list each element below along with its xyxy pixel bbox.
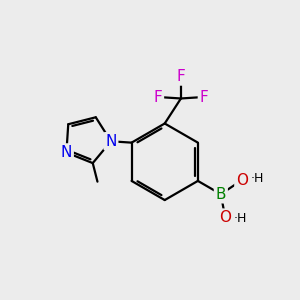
Text: ·H: ·H [250,172,264,185]
Text: O: O [219,210,231,225]
Text: N: N [105,134,117,149]
Text: ·H: ·H [233,212,247,225]
Text: O: O [236,172,248,188]
Text: B: B [216,187,226,202]
Text: F: F [176,69,185,84]
Text: F: F [154,89,162,104]
Text: N: N [61,145,72,160]
Text: F: F [200,89,208,104]
